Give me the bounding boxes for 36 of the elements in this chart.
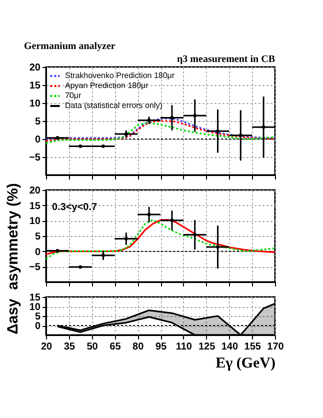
text: η3 measurement in CB <box>177 54 276 65</box>
annotation: 0.3<y<0.7 <box>52 202 98 213</box>
legend-label: 70μr <box>65 91 82 100</box>
y-tick-label: 15 <box>29 80 41 92</box>
y-tick-label: 0 <box>34 246 41 258</box>
x-tick-label: 140 <box>221 342 238 352</box>
y-tick-label: 0 <box>34 321 41 332</box>
x-tick-label: 155 <box>244 342 262 352</box>
y-tick-label: 10 <box>29 216 41 228</box>
y-tick-label: 0 <box>34 134 41 146</box>
y-tick-label: 10 <box>29 302 41 313</box>
y-tick-label: 5 <box>34 312 41 322</box>
x-tick-label: 65 <box>110 342 122 352</box>
y-tick-label: 5 <box>34 232 41 242</box>
legend-label: Data (statistical errors only) <box>65 101 163 110</box>
y-tick-label: 20 <box>29 62 41 74</box>
x-tick-label: 170 <box>267 342 284 352</box>
y-tick-label: 15 <box>29 292 41 304</box>
y-axis-title: asymmetry (%) <box>4 183 22 290</box>
x-tick-label: 95 <box>155 342 167 352</box>
x-tick-label: 50 <box>86 342 98 352</box>
x-tick-label: 35 <box>64 342 76 352</box>
x-tick-label: 80 <box>132 342 144 352</box>
y-tick-label: 10 <box>29 98 41 110</box>
x-axis-title: Eγ (GeV) <box>216 356 276 372</box>
legend-label: Strakhovenko Prediction 180μr <box>65 71 175 80</box>
chart-title: Germanium analyzer <box>24 41 116 52</box>
x-tick-label: 110 <box>176 342 192 352</box>
y-tick-label: −5 <box>29 262 41 274</box>
y-axis-title: Δasy <box>4 298 22 334</box>
y-tick-label: 5 <box>34 116 41 128</box>
x-tick-label: 125 <box>198 342 216 352</box>
y-tick-label: 15 <box>29 200 41 212</box>
y-tick-label: 20 <box>29 186 41 196</box>
legend-label: Apyan Prediction 180μr <box>65 81 149 90</box>
y-tick-label: −5 <box>29 152 41 164</box>
